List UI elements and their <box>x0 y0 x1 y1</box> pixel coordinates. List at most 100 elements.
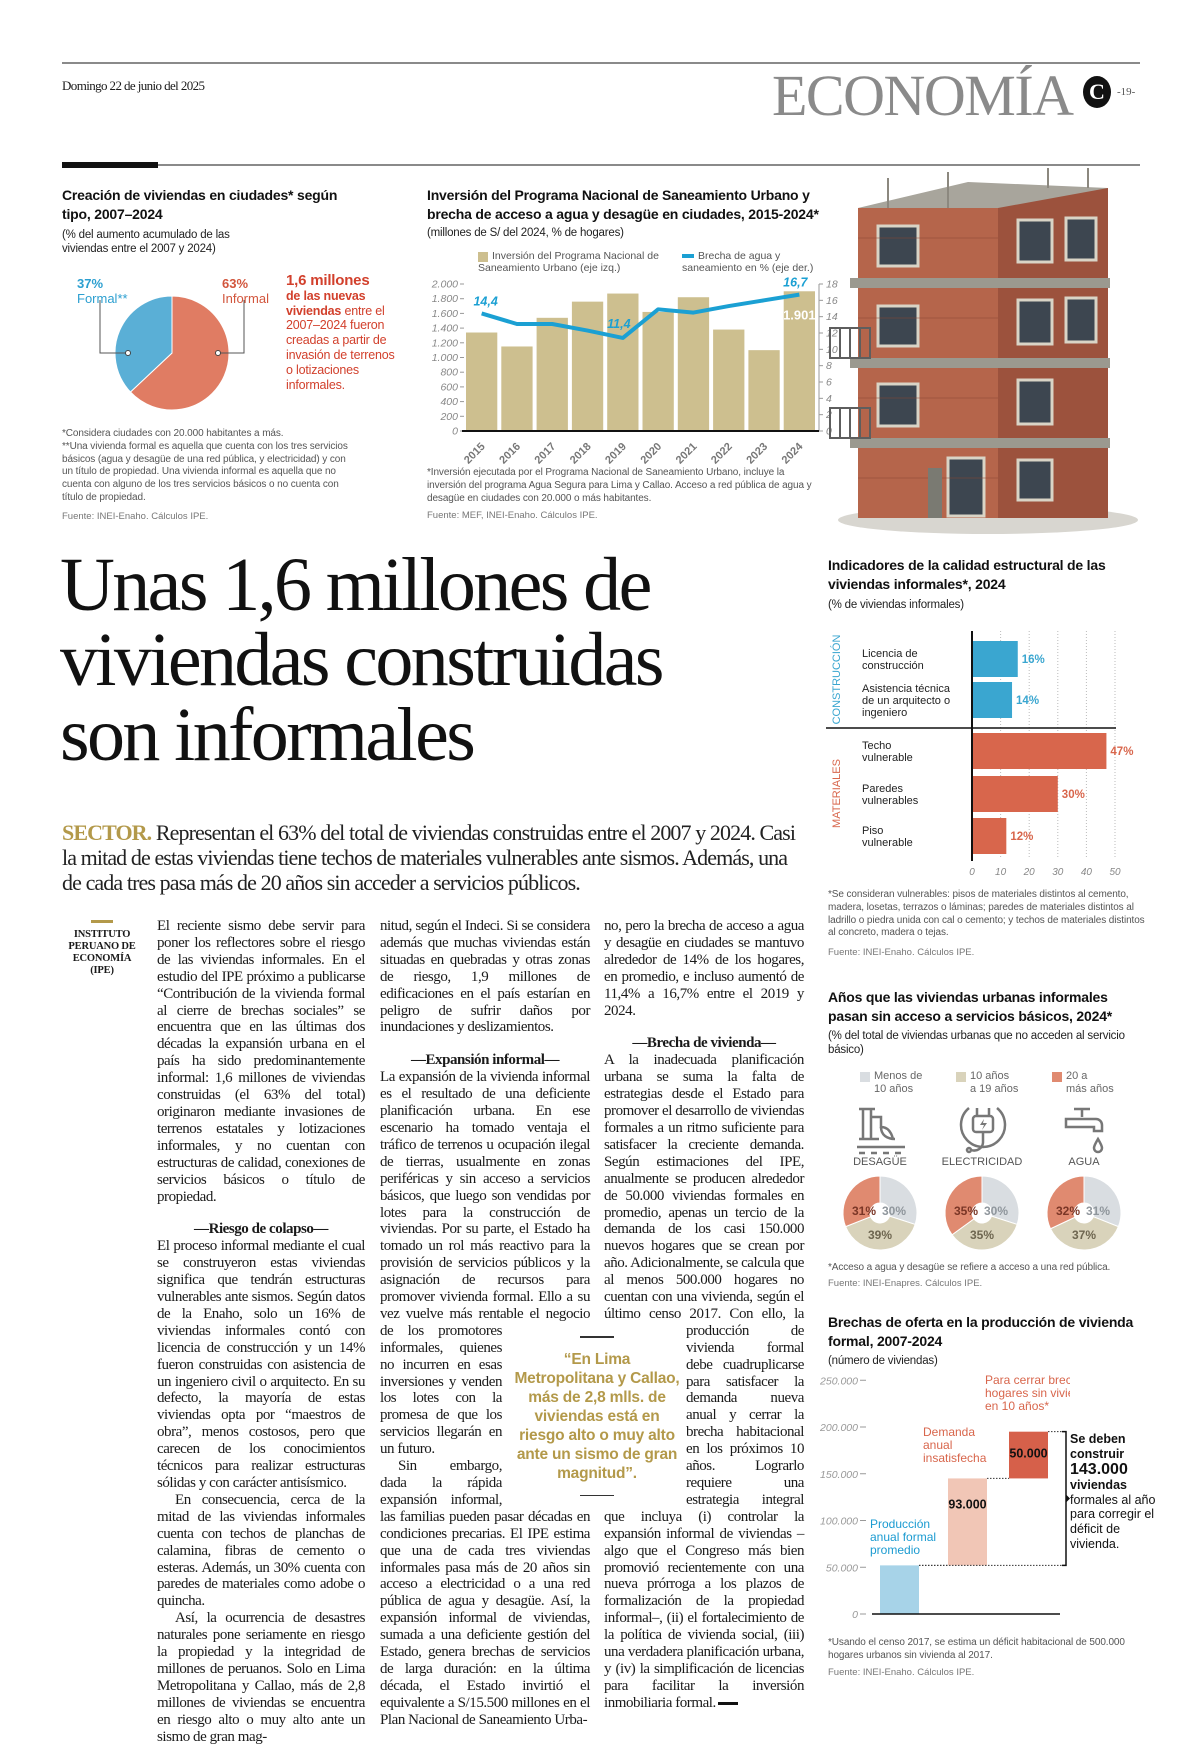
byline-line: (IPE) <box>90 965 114 976</box>
chart-title: Indicadores de la calidad estructural de… <box>828 557 1106 592</box>
chart-subtitle: (% del total de viviendas urbanas que no… <box>828 1030 1125 1056</box>
legend-swatch <box>956 1072 966 1082</box>
donut-legend: Menos de 10 años 10 años a 19 años 20 a más… <box>860 1070 1160 1095</box>
note: *Se consideran vulnerables: pisos de mat… <box>828 889 1145 939</box>
end-mark <box>717 1701 738 1705</box>
bar-value-label: 47% <box>1110 746 1133 758</box>
chart-years-without-services: Años que las viviendas urbanas informale… <box>828 988 1148 1057</box>
deck-text: Representan el 63% del total de vivienda… <box>62 820 796 895</box>
x-tick-label: 2023 <box>744 441 770 467</box>
bar <box>536 317 568 431</box>
bracket <box>1062 1430 1067 1567</box>
bar-value-label: 30% <box>1062 789 1085 801</box>
article-column-3: no, pero la brecha de acceso a agua y de… <box>604 918 804 1712</box>
bar <box>713 329 745 431</box>
source: Fuente: MEF, INEI-Enaho. Cálculos IPE. <box>427 510 598 522</box>
donut-slice <box>951 1215 1018 1251</box>
chart-housing-supply-gap: Brechas de oferta en la producción de vi… <box>828 1313 1148 1368</box>
x-tick-label: 50 <box>1109 867 1121 878</box>
headline-line: son informales <box>60 693 476 777</box>
paragraph: El proceso informal mediante el cual se … <box>157 1238 365 1491</box>
pie-annotation: 1,6 millones de las nuevas viviendas ent… <box>286 273 398 392</box>
y-right-tick-label: 8 <box>826 360 832 372</box>
x-tick-label: 20 <box>1023 867 1036 878</box>
chart-subtitle: (número de viviendas) <box>828 1355 938 1367</box>
byline-bar <box>91 920 113 923</box>
donut-value-label: 30% <box>882 1204 906 1218</box>
drain-pipe-icon <box>857 1107 905 1155</box>
waterfall-bar <box>880 1565 919 1614</box>
informal-label: 63% Informal <box>222 276 269 306</box>
donut-slice <box>844 1215 916 1251</box>
byline-line: PERUANO DE <box>68 941 136 952</box>
bar-category-label: Licencia de construcción <box>862 648 924 672</box>
bar <box>972 776 1058 812</box>
article-column-1: El reciente sismo debe servir para poner… <box>157 918 365 1746</box>
legend-label: 10 años <box>970 1070 1010 1082</box>
y-left-tick-label: 200 <box>439 411 458 423</box>
bar-value-label: 16% <box>1022 654 1045 666</box>
chart-title: Brechas de oferta en la producción de vi… <box>828 1314 1134 1349</box>
leader-dot <box>215 350 221 356</box>
donut-slice <box>981 1175 1020 1226</box>
chart-subtitle: (% del aumento acumulado de las vivienda… <box>62 229 230 255</box>
line-series <box>481 292 800 340</box>
bar <box>972 641 1018 677</box>
legend-item-investment: Inversión del Programa Nacional de Sanea… <box>478 250 668 274</box>
chart-notes: *Inversión ejecutada por el Programa Nac… <box>427 467 822 521</box>
y-right-tick-label: 18 <box>826 279 838 291</box>
donut-slice <box>1046 1175 1085 1230</box>
line-data-label: 11,4 <box>607 317 630 331</box>
pie-chart <box>99 295 245 411</box>
legend-label: más años <box>1066 1082 1114 1095</box>
deck-kicker: SECTOR. <box>62 820 152 845</box>
divider <box>580 1494 614 1496</box>
annotation-text: entre el 2007–2024 fueron creadas a part… <box>286 303 395 392</box>
legend-label: a 19 años <box>970 1082 1019 1095</box>
paragraph: Sin embargo, dada la rápida expansión in… <box>380 1458 590 1728</box>
waterfall-callout: Se deben construir 143.000 viviendas for… <box>1070 1432 1160 1551</box>
line-data-label: 16,7 <box>783 276 808 290</box>
bar <box>501 346 533 431</box>
x-tick-label: 2022 <box>709 441 735 467</box>
group-label: CONSTRUCCIÓN <box>830 635 843 725</box>
chart-notes: *Se consideran vulnerables: pisos de mat… <box>828 889 1148 958</box>
article-column-2: nitud, según el Indeci. Si se considera … <box>380 918 590 1729</box>
y-tick-label: 150.000 <box>820 1469 858 1481</box>
chart-subtitle: (% de viviendas informales) <box>828 599 964 611</box>
x-tick-label: 2017 <box>533 441 559 467</box>
donut-charts: DESAGÜE 30% 39% 31% ELECTRICIDAD 30% 35% 35% AGU… <box>842 1156 1122 1251</box>
step-label: Demanda anual insatisfecha <box>923 1425 987 1465</box>
note: *Acceso a agua y desagüe se refiere a ac… <box>828 1262 1111 1273</box>
x-tick-label: 40 <box>1081 867 1093 878</box>
callout-text: formales al año para corregir el déficit… <box>1070 1492 1156 1551</box>
y-right-tick-label: 2 <box>825 409 832 421</box>
y-right-tick-label: 10 <box>826 344 838 356</box>
pull-quote-text: “En Lima Metropolitana y Callao, más de … <box>514 1350 680 1482</box>
y-left-tick-label: 800 <box>440 367 458 379</box>
pie-slice <box>129 295 230 411</box>
headline: Unas 1,6 millones de viviendas construid… <box>60 547 820 777</box>
legend-label: Inversión del Programa Nacional de Sanea… <box>478 250 659 274</box>
formal-name: Formal** <box>77 291 128 306</box>
bar-category-label: Paredes vulnerables <box>862 783 919 807</box>
source: Fuente: INEI-Enaho. Cálculos IPE. <box>828 1666 975 1678</box>
plug-icon <box>959 1107 1007 1154</box>
byline-line: ECONOMÍA <box>72 953 132 964</box>
callout-bold: Se deben construir <box>1070 1432 1126 1461</box>
donut-value-label: 31% <box>1086 1204 1110 1218</box>
paragraph: Así, la ocurrencia de desastres naturale… <box>157 1610 365 1745</box>
y-left-tick-label: 600 <box>440 381 458 393</box>
legend-label: 20 a <box>1066 1070 1088 1082</box>
formal-label: 37% Formal** <box>77 276 128 306</box>
paragraph: no, pero la brecha de acceso a agua y de… <box>604 918 804 1019</box>
source: Fuente: INEI-Enapres. Cálculos IPE. <box>828 1277 983 1289</box>
donut-slice <box>1083 1175 1122 1228</box>
x-tick-label: 2018 <box>568 441 594 467</box>
building-illustration <box>829 168 1138 534</box>
source: Fuente: INEI-Enaho. Cálculos IPE. <box>828 947 975 959</box>
top-rule <box>62 62 1140 64</box>
paragraph: nitud, según el Indeci. Si se considera … <box>380 918 590 1036</box>
legend-swatch <box>1052 1072 1062 1082</box>
headline-line: viviendas construidas <box>60 618 664 702</box>
